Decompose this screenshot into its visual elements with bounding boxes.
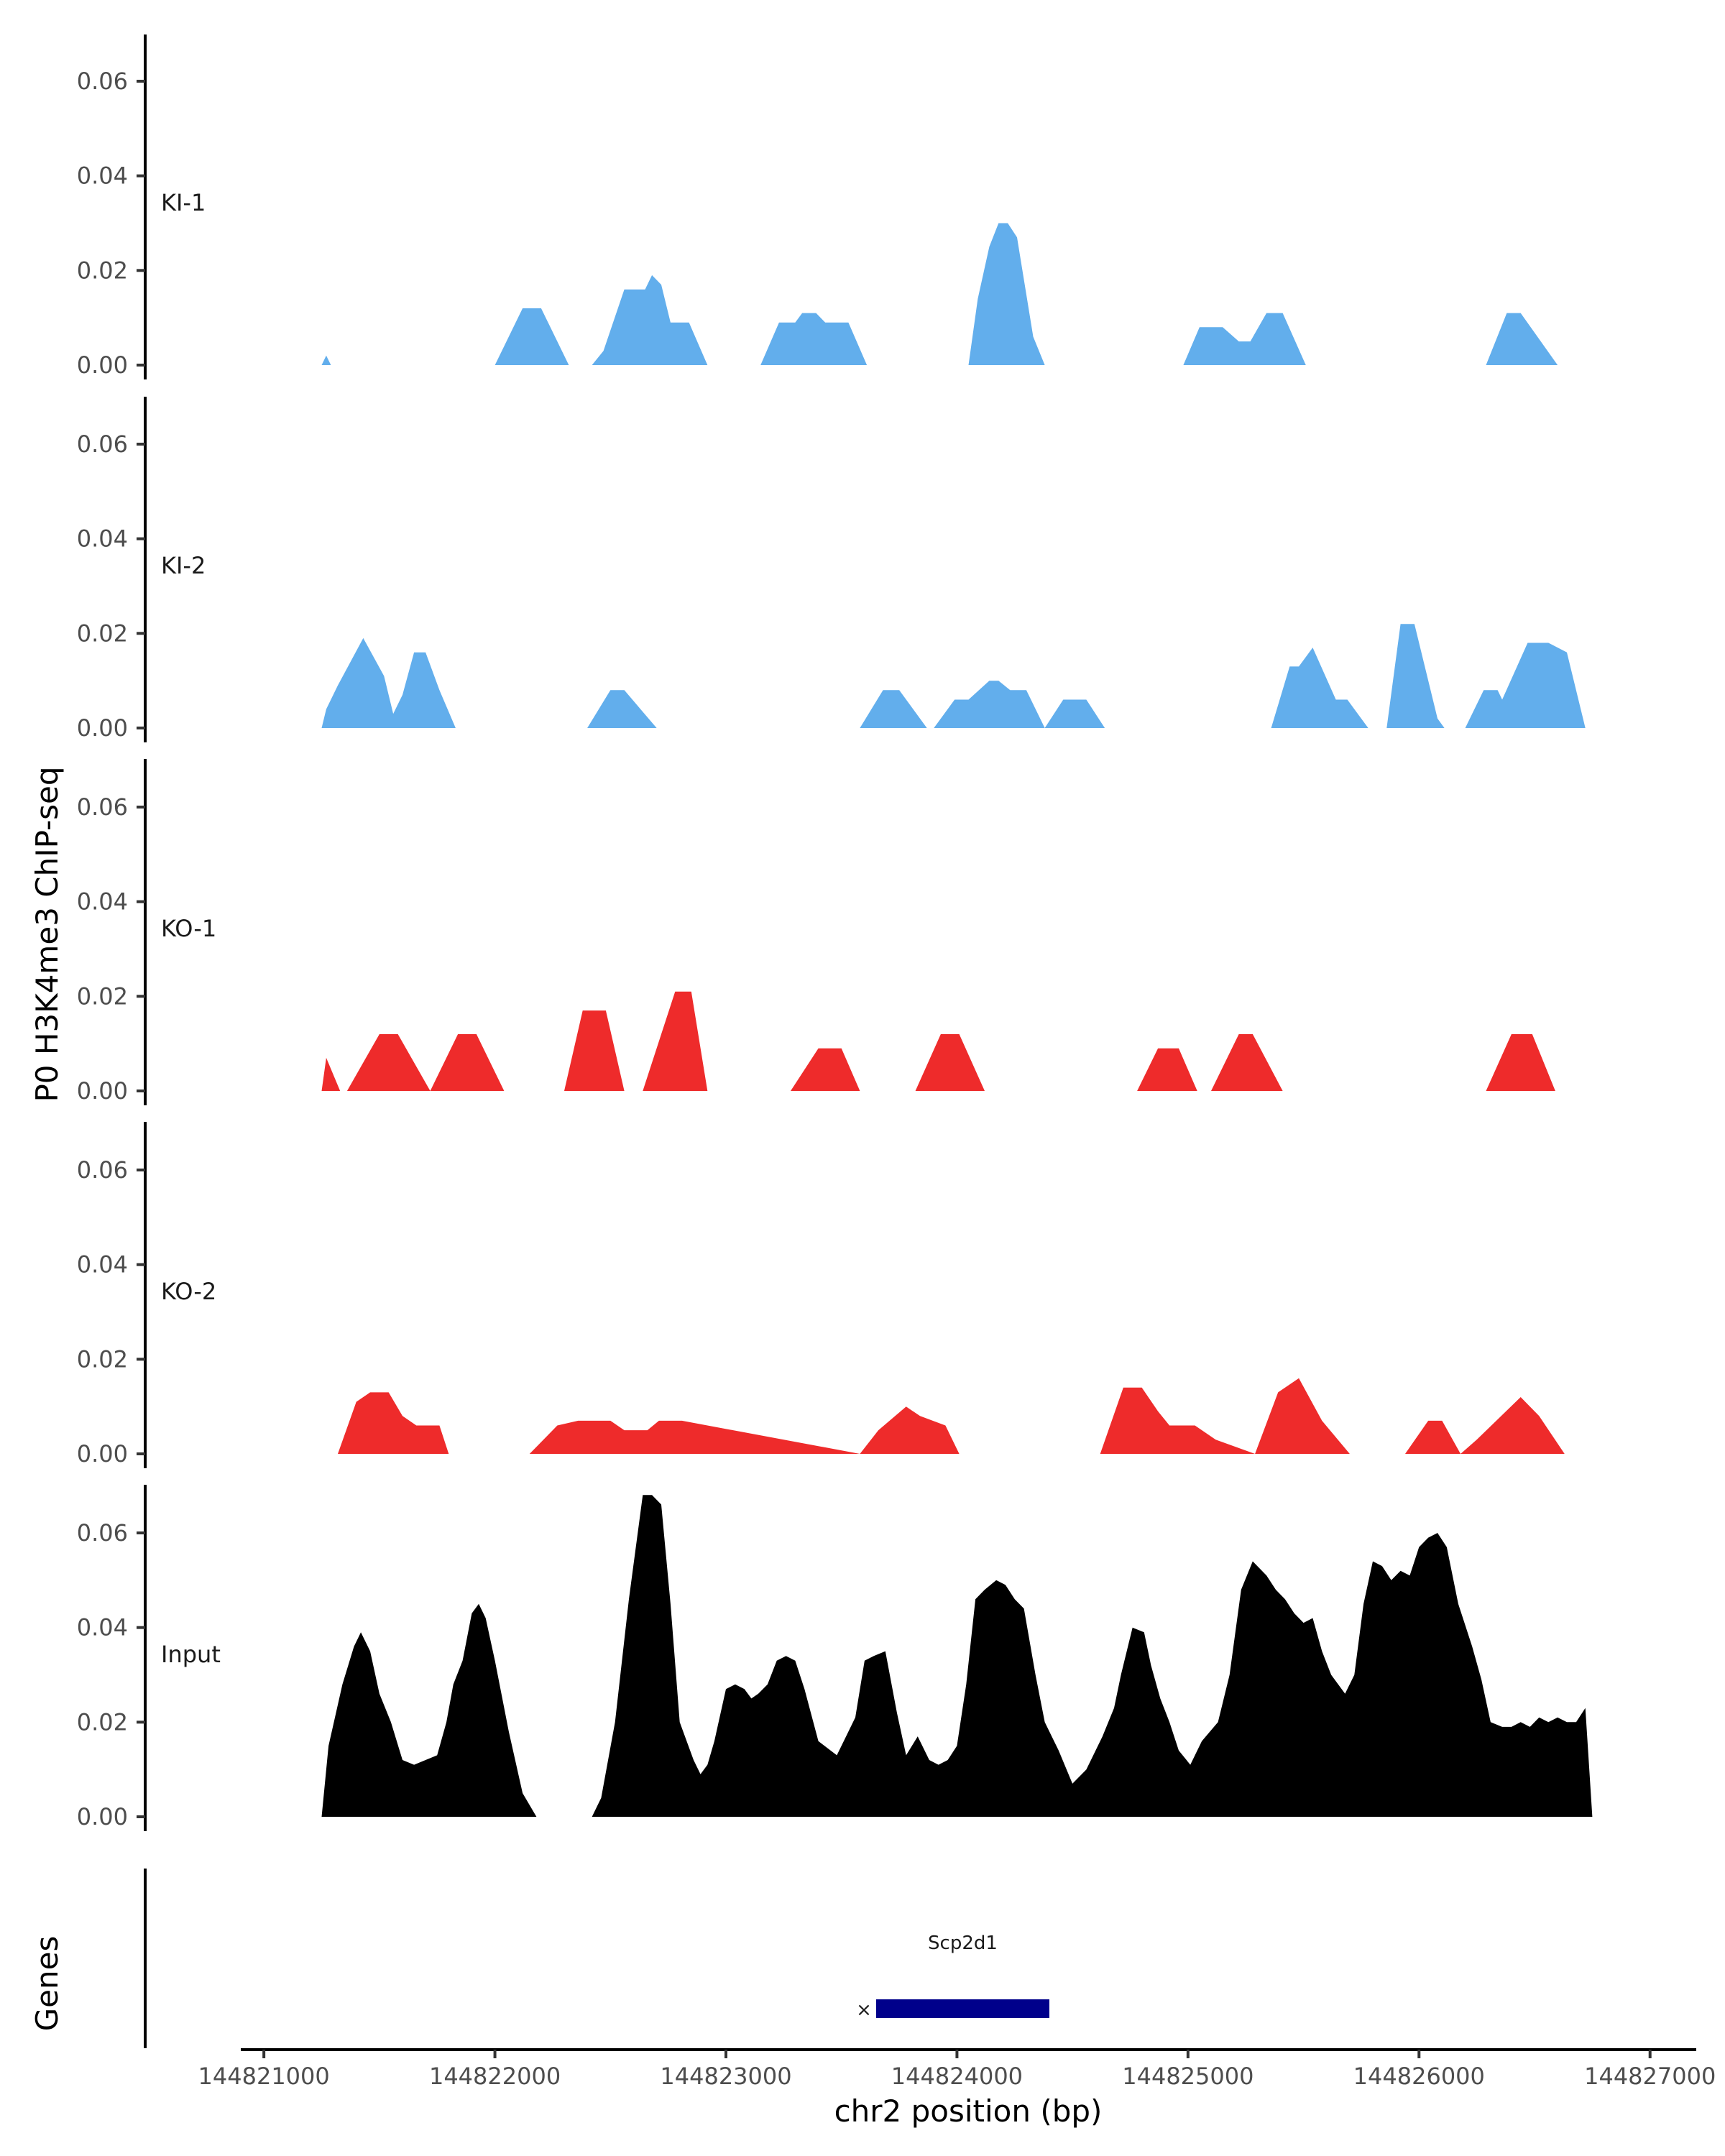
- y-tick-label: 0.00: [77, 1440, 128, 1468]
- y-tick-label: 0.02: [77, 1345, 128, 1373]
- x-tick-label: 144825000: [1122, 2063, 1254, 2090]
- y-tick-label: 0.06: [77, 1156, 128, 1184]
- y-tick-label: 0.02: [77, 619, 128, 647]
- signal-area-input: [321, 1495, 1609, 1817]
- y-tick-label: 0.04: [77, 162, 128, 190]
- y-tick-label: 0.06: [77, 793, 128, 821]
- track-label: Input: [161, 1641, 221, 1668]
- y-tick-label: 0.04: [77, 525, 128, 553]
- x-tick-label: 144826000: [1353, 2063, 1485, 2090]
- y-tick-label: 0.02: [77, 257, 128, 284]
- signal-area-ko-1: [321, 991, 1555, 1091]
- track-label: KI-2: [161, 552, 206, 579]
- y-tick-label: 0.00: [77, 714, 128, 742]
- track-label: KI-1: [161, 189, 206, 216]
- gene-panel-title: Genes: [29, 1936, 65, 2032]
- y-tick-label: 0.00: [77, 1077, 128, 1105]
- track-ko-2: 0.00 0.02 0.04 0.06 KO-2: [77, 1122, 1565, 1468]
- gene-strand-marker: ×: [856, 1999, 872, 2021]
- gene-panel: × Scp2d1: [144, 1869, 1049, 2048]
- track-label: KO-1: [161, 915, 216, 942]
- track-input: 0.00 0.02 0.04 0.06 Input: [77, 1485, 1609, 1831]
- gene-body: [875, 1999, 1049, 2018]
- x-tick-label: 144823000: [660, 2063, 791, 2090]
- y-tick-label: 0.04: [77, 1251, 128, 1279]
- y-tick-label: 0.04: [77, 888, 128, 916]
- signal-area-ki-1: [321, 223, 1558, 365]
- track-ki-2: 0.00 0.02 0.04 0.06 KI-2: [77, 397, 1586, 742]
- x-axis-title: chr2 position (bp): [834, 2093, 1103, 2129]
- y-tick-label: 0.06: [77, 430, 128, 458]
- signal-area-ki-2: [321, 624, 1586, 728]
- y-axis-title: P0 H3K4me3 ChIP-seq: [29, 766, 65, 1102]
- track-label: KO-2: [161, 1278, 216, 1305]
- y-tick-label: 0.02: [77, 1708, 128, 1736]
- signal-area-ko-2: [338, 1378, 1565, 1454]
- x-tick-label: 144821000: [198, 2063, 330, 2090]
- y-tick-label: 0.06: [77, 68, 128, 95]
- x-axis: 144821000 144822000 144823000 144824000 1448…: [198, 2048, 1716, 2090]
- y-tick-label: 0.02: [77, 982, 128, 1010]
- track-ki-1: 0.00 0.02 0.04 0.06 KI-1: [77, 34, 1558, 379]
- track-ko-1: 0.00 0.02 0.04 0.06 KO-1: [77, 759, 1555, 1105]
- x-tick-label: 144824000: [891, 2063, 1023, 2090]
- gene-label: Scp2d1: [928, 1932, 998, 1954]
- x-tick-label: 144827000: [1584, 2063, 1716, 2090]
- y-tick-label: 0.00: [77, 351, 128, 379]
- x-tick-label: 144822000: [429, 2063, 561, 2090]
- tracks-layer: 0.00 0.02 0.04 0.06 KI-1 0.00 0.02 0.04 0.06 KI-2…: [77, 34, 1609, 1831]
- y-tick-label: 0.04: [77, 1614, 128, 1641]
- y-tick-label: 0.00: [77, 1803, 128, 1830]
- y-tick-label: 0.06: [77, 1519, 128, 1547]
